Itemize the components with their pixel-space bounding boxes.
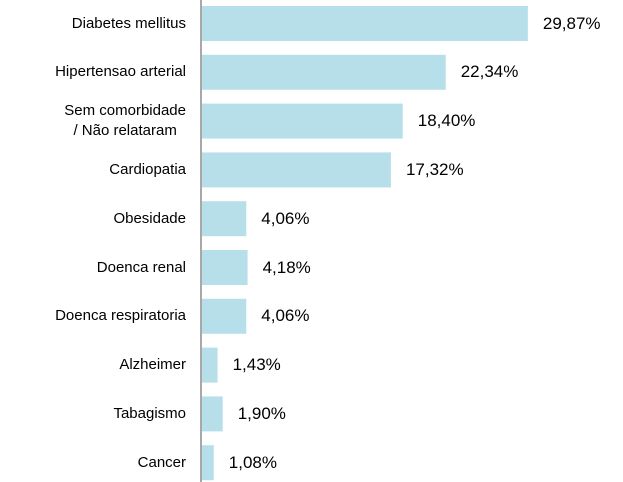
bar [202,298,247,334]
category-label: Hipertensao arterial [55,63,186,81]
bar [202,201,247,237]
value-label: 4,18% [262,257,311,277]
category-label: Diabetes mellitus [71,14,186,32]
value-label: 1,43% [232,355,281,375]
category-label: Doenca renal [96,258,186,276]
value-label: 1,08% [228,452,277,472]
category-label: Cancer [137,453,186,471]
category-label: Sem comorbidade / Não relataram [64,102,186,140]
value-label: 4,06% [261,306,310,326]
value-label: 29,87% [542,13,601,33]
bar [202,6,528,41]
bar [202,54,446,90]
category-label: Cardiopatia [109,160,186,178]
bar [202,250,248,285]
value-label: 1,90% [237,403,286,423]
value-label: 4,06% [261,208,310,228]
category-label: Obesidade [113,209,186,227]
category-label: Alzheimer [119,356,186,374]
bar [202,103,403,139]
value-label: 22,34% [460,62,519,82]
value-label: 18,40% [417,111,476,131]
category-label: Doenca respiratoria [55,307,186,325]
bar [202,445,214,481]
category-label: Tabagismo [113,404,186,422]
bar [202,347,218,383]
value-label: 17,32% [405,159,464,179]
bar [202,152,391,188]
bar [202,396,223,432]
